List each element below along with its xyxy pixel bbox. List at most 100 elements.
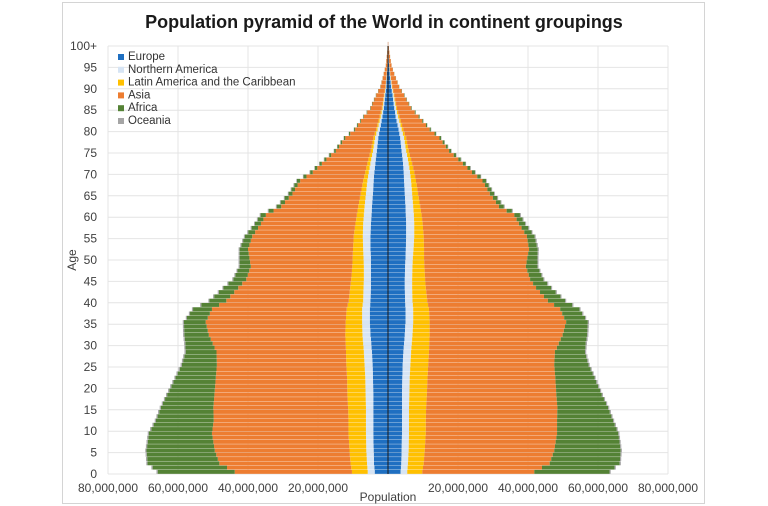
bar-right — [423, 465, 542, 470]
bar-right — [404, 277, 413, 282]
bar-right — [554, 448, 621, 453]
bar-left — [371, 208, 388, 213]
age-bar-group — [375, 93, 405, 98]
bar-right — [425, 281, 534, 286]
bar-right — [396, 106, 397, 111]
bar-left — [184, 341, 186, 346]
bar-right — [388, 307, 406, 312]
bar-right — [402, 422, 409, 427]
bar-right — [388, 362, 403, 367]
bar-right — [402, 401, 410, 406]
bar-left — [326, 157, 369, 162]
bar-right — [405, 328, 413, 333]
bar-right — [409, 166, 414, 170]
age-bar-group — [183, 354, 588, 359]
bar-left — [370, 277, 388, 282]
bar-right — [555, 290, 557, 295]
age-bar-group — [184, 341, 587, 346]
bar-right — [409, 388, 428, 393]
bar-left — [366, 187, 374, 192]
bar-left — [260, 213, 266, 218]
bar-right — [388, 452, 402, 457]
bar-right — [388, 161, 404, 166]
bar-left — [201, 302, 220, 307]
bar-right — [528, 225, 530, 230]
bar-right — [425, 439, 556, 444]
bar-left — [382, 101, 384, 106]
bar-left — [345, 337, 363, 342]
bar-right — [414, 170, 472, 175]
bar-right — [514, 213, 520, 218]
bar-right — [406, 234, 415, 239]
bar-right — [388, 84, 392, 89]
legend-swatch — [118, 105, 124, 112]
bar-right — [557, 401, 607, 406]
bar-right — [403, 354, 411, 359]
bar-right — [388, 195, 406, 200]
bar-left — [275, 204, 277, 209]
bar-left — [383, 97, 385, 102]
bar-left — [346, 315, 363, 320]
age-bar-group — [309, 170, 476, 175]
bar-left — [356, 217, 364, 222]
bar-right — [402, 388, 410, 393]
bar-left — [356, 213, 364, 218]
bar-right — [556, 397, 604, 402]
bar-right — [413, 320, 430, 325]
age-bar-group — [287, 191, 495, 196]
bar-left — [351, 273, 364, 277]
bar-left — [364, 367, 373, 372]
bar-left — [163, 397, 166, 402]
bar-right — [409, 409, 427, 414]
bar-right — [402, 380, 410, 384]
bar-right — [388, 294, 406, 299]
bar-left — [364, 208, 372, 213]
bar-right — [598, 384, 600, 389]
age-bar-group — [152, 422, 616, 427]
bar-left — [372, 358, 388, 363]
bar-right — [388, 409, 402, 414]
x-axis-label: Population — [360, 490, 417, 504]
bar-left — [319, 161, 322, 166]
bar-right — [388, 281, 405, 286]
bar-right — [470, 166, 471, 170]
bar-right — [413, 204, 421, 209]
age-bar-group — [150, 427, 618, 432]
bar-right — [388, 148, 402, 153]
bar-right — [388, 401, 402, 406]
bar-right — [526, 234, 535, 239]
bar-right — [400, 118, 423, 123]
bar-right — [407, 461, 424, 466]
bar-left — [369, 153, 373, 158]
bar-left — [250, 238, 354, 243]
bar-left — [375, 157, 388, 162]
bar-right — [429, 311, 563, 316]
bar-left — [348, 431, 366, 436]
bar-right — [412, 294, 427, 299]
bar-right — [409, 422, 426, 427]
bar-left — [380, 84, 386, 89]
bar-right — [425, 123, 428, 128]
bar-left — [216, 358, 347, 363]
bar-left — [358, 123, 378, 128]
age-bar-group — [323, 157, 462, 162]
bar-left — [350, 457, 367, 461]
age-bar-group — [161, 401, 608, 406]
bar-left — [213, 418, 349, 423]
bar-left — [172, 380, 174, 384]
bar-right — [537, 260, 539, 265]
bar-left — [371, 144, 374, 149]
bar-right — [388, 268, 406, 273]
bar-right — [388, 465, 401, 470]
bar-left — [296, 178, 297, 183]
bar-left — [363, 251, 371, 256]
bar-left — [250, 260, 353, 265]
bar-left — [284, 200, 360, 205]
bar-right — [388, 255, 406, 260]
bar-left — [363, 225, 371, 230]
bar-right — [564, 315, 586, 320]
bar-right — [557, 414, 612, 419]
bar-left — [214, 345, 346, 350]
bar-right — [394, 106, 397, 111]
bar-left — [157, 469, 235, 474]
